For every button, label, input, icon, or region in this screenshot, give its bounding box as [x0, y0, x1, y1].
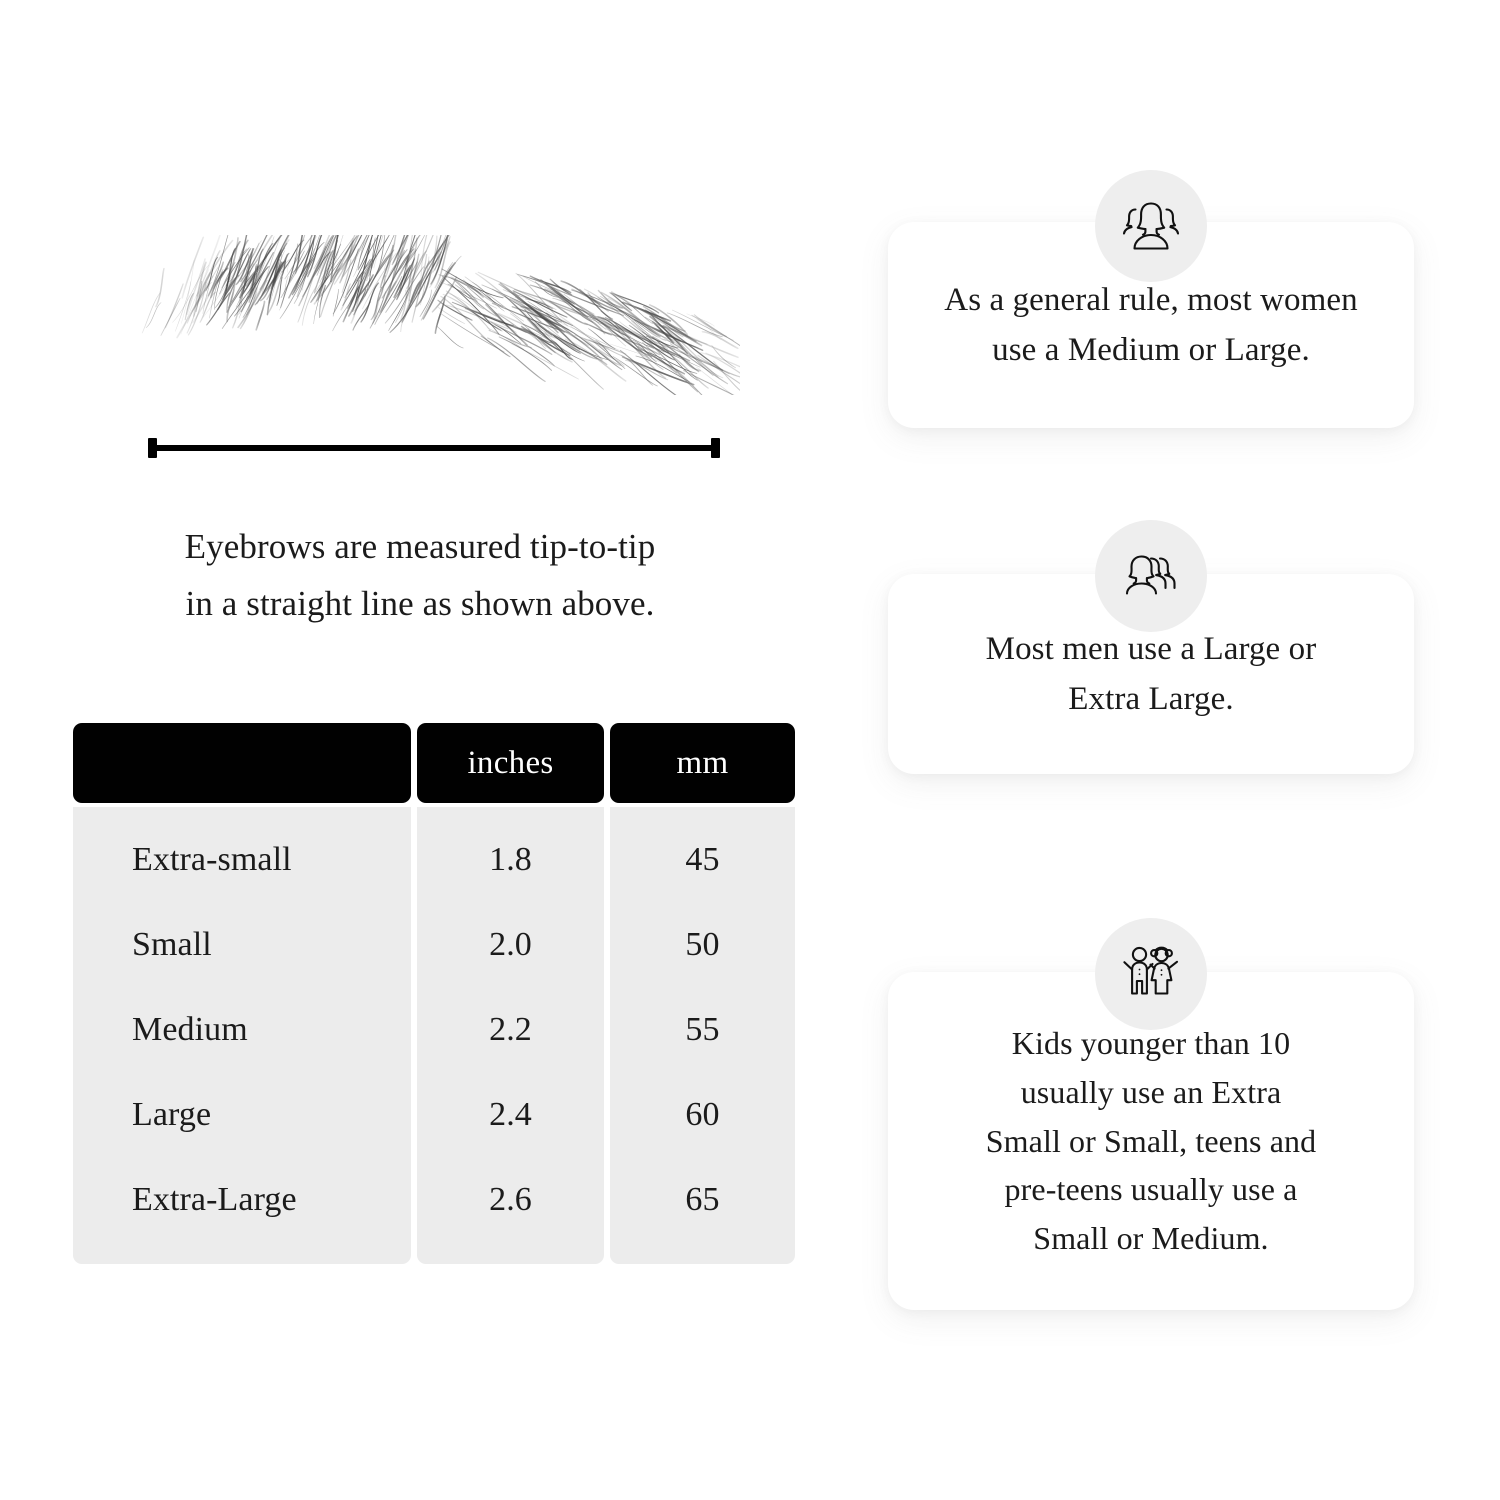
table-cell-mm: 50: [685, 925, 720, 963]
table-row: Large: [132, 1095, 212, 1133]
header-cell-size: [73, 723, 411, 803]
tip-to-tip-measurement-bar: [148, 432, 720, 464]
kids-icon: [1121, 945, 1181, 1003]
table-header-row: inches mm: [73, 723, 795, 803]
table-column-mm: 45 50 55 60 65: [610, 807, 795, 1264]
table-cell-mm: 65: [685, 1180, 720, 1218]
men-line-1: Most men use a Large or: [985, 630, 1317, 667]
size-table: inches mm Extra-small Small Medium Large…: [73, 723, 795, 1264]
measurement-caption: Eyebrows are measured tip-to-tip in a st…: [70, 518, 770, 632]
table-column-inches: 1.8 2.0 2.2 2.4 2.6: [417, 807, 604, 1264]
table-body: Extra-small Small Medium Large Extra-Lar…: [73, 807, 795, 1264]
table-cell-mm: 45: [685, 840, 720, 878]
measurement-panel: Eyebrows are measured tip-to-tip in a st…: [70, 235, 795, 1264]
header-cell-inches: inches: [417, 723, 604, 803]
table-cell-inches: 2.0: [489, 925, 532, 963]
eyebrow-illustration: [120, 235, 740, 395]
kids-line-3: Small or Small, teens and: [985, 1122, 1317, 1159]
table-row: Medium: [132, 1010, 248, 1048]
table-cell-inches: 2.4: [489, 1095, 532, 1133]
caption-line-1: Eyebrows are measured tip-to-tip: [184, 527, 656, 566]
guidance-panel: As a general rule, most women use a Medi…: [820, 0, 1500, 1500]
table-row: Extra-Large: [132, 1180, 297, 1218]
table-column-size: Extra-small Small Medium Large Extra-Lar…: [73, 807, 411, 1264]
caption-line-2: in a straight line as shown above.: [185, 584, 655, 624]
kids-line-4: pre-teens usually use a: [1004, 1171, 1298, 1208]
women-line-2: use a Medium or Large.: [992, 332, 1310, 368]
table-cell-mm: 60: [685, 1095, 720, 1133]
women-group-icon-badge: [1095, 170, 1207, 282]
info-card-men-text: Most men use a Large or Extra Large.: [986, 624, 1317, 724]
table-cell-inches: 2.2: [489, 1010, 532, 1048]
men-group-icon-badge: [1095, 520, 1207, 632]
table-cell-inches: 1.8: [489, 840, 532, 878]
table-row: Small: [132, 925, 212, 963]
women-line-1: As a general rule, most women: [944, 281, 1358, 318]
kids-icon-badge: [1095, 918, 1207, 1030]
table-cell-inches: 2.6: [489, 1180, 532, 1218]
kids-line-1: Kids younger than 10: [1011, 1025, 1291, 1062]
kids-line-2: usually use an Extra: [1020, 1074, 1282, 1111]
table-row: Extra-small: [132, 840, 292, 878]
kids-line-5: Small or Medium.: [1033, 1219, 1269, 1256]
women-group-icon: [1120, 200, 1182, 252]
info-card-kids: Kids younger than 10 usually use an Extr…: [888, 972, 1414, 1310]
men-group-icon: [1120, 551, 1182, 601]
header-cell-mm: mm: [610, 723, 795, 803]
info-card-women-text: As a general rule, most women use a Medi…: [944, 275, 1357, 375]
men-line-2: Extra Large.: [1068, 681, 1234, 717]
info-card-kids-text: Kids younger than 10 usually use an Extr…: [986, 1019, 1316, 1262]
table-cell-mm: 55: [685, 1010, 720, 1048]
